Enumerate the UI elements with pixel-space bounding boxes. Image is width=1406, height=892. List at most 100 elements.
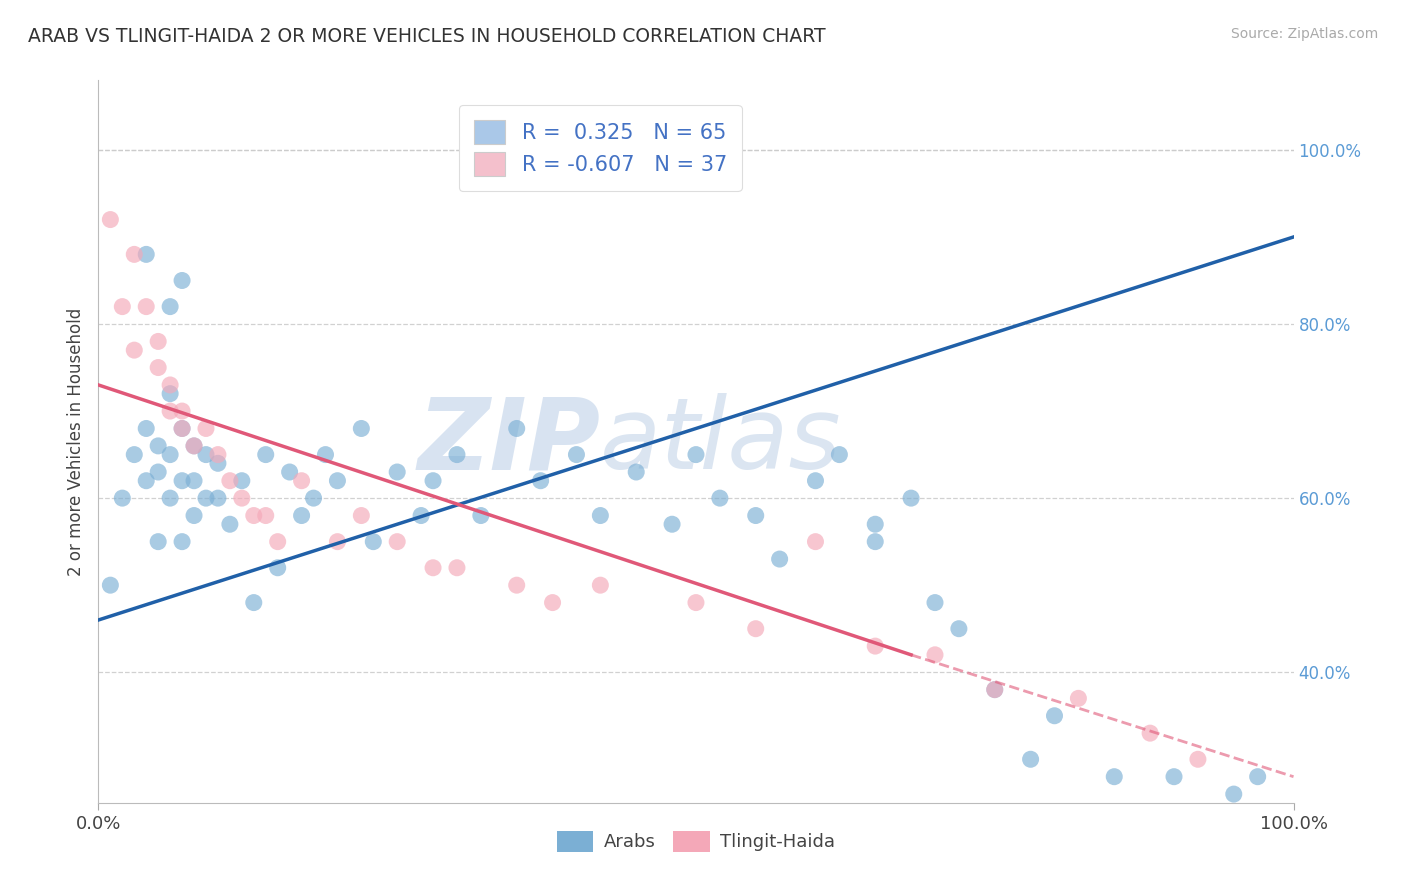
Text: Source: ZipAtlas.com: Source: ZipAtlas.com — [1230, 27, 1378, 41]
Point — [183, 474, 205, 488]
Point — [865, 517, 887, 532]
Point — [924, 596, 946, 610]
Point — [172, 421, 194, 435]
Point — [195, 448, 218, 462]
Point — [924, 648, 946, 662]
Point — [278, 465, 301, 479]
Point — [159, 386, 181, 401]
Point — [865, 639, 887, 653]
Point — [159, 404, 181, 418]
Point — [984, 682, 1007, 697]
Point — [1247, 770, 1270, 784]
Point — [506, 578, 529, 592]
Point — [124, 448, 146, 462]
Point — [172, 404, 194, 418]
Point — [124, 247, 146, 261]
Y-axis label: 2 or more Vehicles in Household: 2 or more Vehicles in Household — [66, 308, 84, 575]
Point — [148, 465, 170, 479]
Point — [291, 474, 314, 488]
Point — [254, 448, 277, 462]
Point — [135, 421, 157, 435]
Point — [506, 421, 529, 435]
Point — [172, 474, 194, 488]
Point — [302, 491, 325, 505]
Point — [422, 474, 444, 488]
Point — [124, 343, 146, 358]
Point — [148, 334, 170, 349]
Point — [183, 508, 205, 523]
Point — [219, 474, 242, 488]
Point — [350, 421, 373, 435]
Point — [135, 474, 157, 488]
Point — [183, 439, 205, 453]
Point — [326, 474, 349, 488]
Point — [243, 596, 266, 610]
Point — [470, 508, 492, 523]
Point — [98, 212, 122, 227]
Point — [172, 421, 194, 435]
Text: atlas: atlas — [600, 393, 842, 490]
Point — [207, 491, 229, 505]
Point — [1043, 708, 1066, 723]
Point — [172, 534, 194, 549]
Point — [159, 491, 181, 505]
Point — [231, 491, 253, 505]
Point — [828, 448, 851, 462]
Point — [195, 491, 218, 505]
Point — [900, 491, 922, 505]
Point — [326, 534, 349, 549]
Point — [1104, 770, 1126, 784]
Point — [363, 534, 385, 549]
Point — [446, 448, 468, 462]
Point — [984, 682, 1007, 697]
Point — [291, 508, 314, 523]
Point — [685, 448, 707, 462]
Point — [1223, 787, 1246, 801]
Point — [422, 561, 444, 575]
Point — [350, 508, 373, 523]
Point — [207, 456, 229, 470]
Point — [1163, 770, 1185, 784]
Point — [219, 517, 242, 532]
Point — [231, 474, 253, 488]
Point — [135, 247, 157, 261]
Point — [159, 300, 181, 314]
Point — [541, 596, 564, 610]
Point — [135, 300, 157, 314]
Point — [745, 508, 768, 523]
Point — [1139, 726, 1161, 740]
Point — [385, 534, 409, 549]
Point — [183, 439, 205, 453]
Point — [243, 508, 266, 523]
Point — [1067, 691, 1090, 706]
Point — [159, 448, 181, 462]
Point — [661, 517, 683, 532]
Point — [589, 578, 612, 592]
Text: ZIP: ZIP — [418, 393, 600, 490]
Point — [1019, 752, 1042, 766]
Point — [172, 273, 194, 287]
Point — [207, 448, 229, 462]
Point — [411, 508, 433, 523]
Point — [1187, 752, 1209, 766]
Point — [530, 474, 553, 488]
Point — [148, 439, 170, 453]
Legend: Arabs, Tlingit-Haida: Arabs, Tlingit-Haida — [550, 823, 842, 859]
Point — [148, 534, 170, 549]
Point — [745, 622, 768, 636]
Point — [254, 508, 277, 523]
Point — [315, 448, 337, 462]
Point — [195, 421, 218, 435]
Point — [804, 534, 827, 549]
Point — [769, 552, 792, 566]
Point — [685, 596, 707, 610]
Point — [446, 561, 468, 575]
Point — [709, 491, 731, 505]
Point — [948, 622, 970, 636]
Point — [111, 300, 134, 314]
Point — [98, 578, 122, 592]
Point — [385, 465, 409, 479]
Point — [159, 378, 181, 392]
Point — [148, 360, 170, 375]
Point — [267, 534, 290, 549]
